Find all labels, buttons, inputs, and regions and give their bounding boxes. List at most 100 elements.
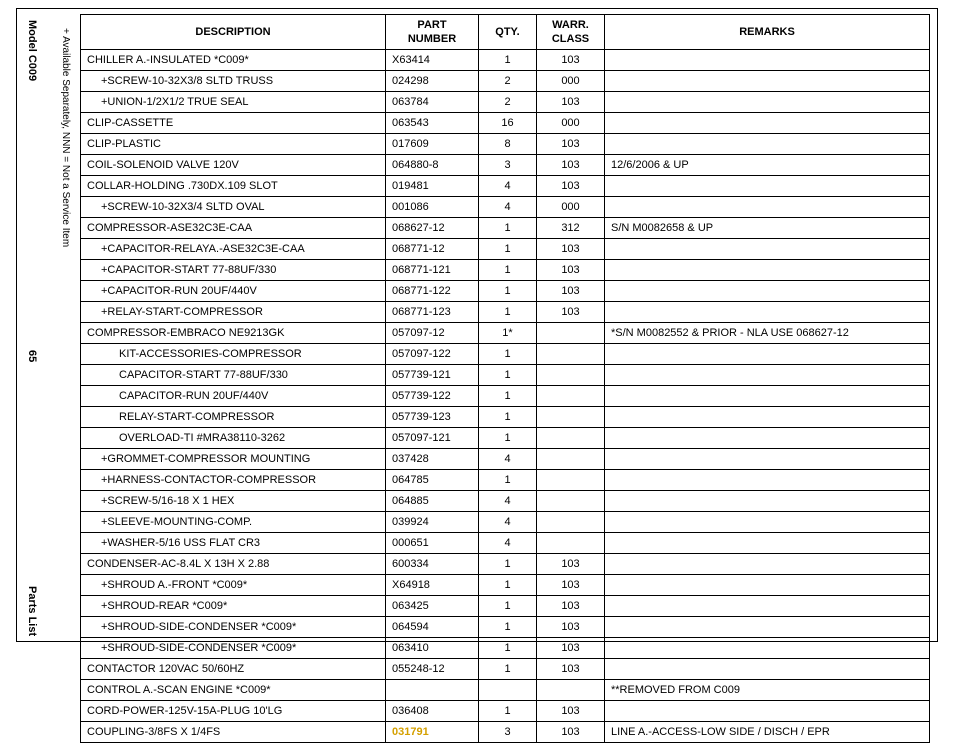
cell-part: 063543 bbox=[386, 113, 479, 134]
cell-remarks: *S/N M0082552 & PRIOR - NLA USE 068627-1… bbox=[605, 323, 930, 344]
cell-description: +GROMMET-COMPRESSOR MOUNTING bbox=[81, 449, 386, 470]
cell-warr bbox=[537, 365, 605, 386]
cell-description: +CAPACITOR-RUN 20UF/440V bbox=[81, 281, 386, 302]
cell-warr: 103 bbox=[537, 638, 605, 659]
cell-description: CONTACTOR 120VAC 50/60HZ bbox=[81, 659, 386, 680]
table-row: CONDENSER-AC-8.4L X 13H X 2.886003341103 bbox=[81, 554, 930, 575]
cell-qty: 16 bbox=[479, 113, 537, 134]
cell-description: +SCREW-10-32X3/4 SLTD OVAL bbox=[81, 197, 386, 218]
cell-description: CAPACITOR-RUN 20UF/440V bbox=[81, 386, 386, 407]
table-row: CORD-POWER-125V-15A-PLUG 10'LG0364081103 bbox=[81, 701, 930, 722]
cell-part: X64918 bbox=[386, 575, 479, 596]
cell-qty: 2 bbox=[479, 71, 537, 92]
table-row: COUPLING-3/8FS X 1/4FS0317913103LINE A.-… bbox=[81, 722, 930, 743]
cell-warr: 103 bbox=[537, 239, 605, 260]
table-row: OVERLOAD-TI #MRA38110-3262057097-1211 bbox=[81, 428, 930, 449]
cell-description: KIT-ACCESSORIES-COMPRESSOR bbox=[81, 344, 386, 365]
cell-remarks bbox=[605, 134, 930, 155]
table-row: CONTACTOR 120VAC 50/60HZ055248-121103 bbox=[81, 659, 930, 680]
cell-part: 064785 bbox=[386, 470, 479, 491]
cell-warr: 000 bbox=[537, 71, 605, 92]
cell-remarks bbox=[605, 407, 930, 428]
cell-qty: 4 bbox=[479, 512, 537, 533]
side-section-label: Parts List bbox=[26, 586, 38, 636]
table-row: +SHROUD A.-FRONT *C009*X649181103 bbox=[81, 575, 930, 596]
cell-description: +SHROUD-SIDE-CONDENSER *C009* bbox=[81, 638, 386, 659]
cell-remarks bbox=[605, 176, 930, 197]
cell-remarks bbox=[605, 449, 930, 470]
cell-description: +UNION-1/2X1/2 TRUE SEAL bbox=[81, 92, 386, 113]
cell-remarks bbox=[605, 638, 930, 659]
cell-part: 063425 bbox=[386, 596, 479, 617]
header-qty: QTY. bbox=[479, 15, 537, 50]
table-row: COMPRESSOR-ASE32C3E-CAA068627-121312S/N … bbox=[81, 218, 930, 239]
cell-remarks: 12/6/2006 & UP bbox=[605, 155, 930, 176]
cell-warr: 103 bbox=[537, 281, 605, 302]
table-row: +CAPACITOR-RUN 20UF/440V068771-1221103 bbox=[81, 281, 930, 302]
cell-description: +SHROUD-SIDE-CONDENSER *C009* bbox=[81, 617, 386, 638]
cell-part: 068771-12 bbox=[386, 239, 479, 260]
table-row: COMPRESSOR-EMBRACO NE9213GK057097-121**S… bbox=[81, 323, 930, 344]
cell-part: 068771-123 bbox=[386, 302, 479, 323]
cell-part: 064594 bbox=[386, 617, 479, 638]
cell-description: RELAY-START-COMPRESSOR bbox=[81, 407, 386, 428]
cell-description: COUPLING-3/8FS X 1/4FS bbox=[81, 722, 386, 743]
cell-part: 068627-12 bbox=[386, 218, 479, 239]
table-row: +SHROUD-REAR *C009*0634251103 bbox=[81, 596, 930, 617]
cell-warr: 103 bbox=[537, 596, 605, 617]
table-body: CHILLER A.-INSULATED *C009*X634141103+SC… bbox=[81, 50, 930, 743]
cell-qty: 1 bbox=[479, 596, 537, 617]
cell-qty: 1 bbox=[479, 428, 537, 449]
cell-warr bbox=[537, 344, 605, 365]
cell-description: COMPRESSOR-EMBRACO NE9213GK bbox=[81, 323, 386, 344]
cell-remarks bbox=[605, 50, 930, 71]
cell-warr: 103 bbox=[537, 176, 605, 197]
cell-remarks: S/N M0082658 & UP bbox=[605, 218, 930, 239]
cell-qty: 8 bbox=[479, 134, 537, 155]
cell-part: 063784 bbox=[386, 92, 479, 113]
cell-remarks bbox=[605, 386, 930, 407]
cell-description: COIL-SOLENOID VALVE 120V bbox=[81, 155, 386, 176]
table-row: CAPACITOR-RUN 20UF/440V057739-1221 bbox=[81, 386, 930, 407]
table-row: +CAPACITOR-START 77-88UF/330068771-12111… bbox=[81, 260, 930, 281]
cell-warr bbox=[537, 491, 605, 512]
cell-remarks bbox=[605, 575, 930, 596]
cell-qty: 1 bbox=[479, 638, 537, 659]
cell-warr bbox=[537, 533, 605, 554]
cell-qty: 4 bbox=[479, 491, 537, 512]
cell-remarks bbox=[605, 596, 930, 617]
cell-description: +SLEEVE-MOUNTING-COMP. bbox=[81, 512, 386, 533]
table-row: +SLEEVE-MOUNTING-COMP.0399244 bbox=[81, 512, 930, 533]
cell-part: 057097-122 bbox=[386, 344, 479, 365]
cell-qty: 1 bbox=[479, 701, 537, 722]
cell-remarks bbox=[605, 92, 930, 113]
cell-description: CONDENSER-AC-8.4L X 13H X 2.88 bbox=[81, 554, 386, 575]
table-row: +SHROUD-SIDE-CONDENSER *C009*0645941103 bbox=[81, 617, 930, 638]
cell-qty: 1 bbox=[479, 281, 537, 302]
header-warr: WARR.CLASS bbox=[537, 15, 605, 50]
cell-qty: 1 bbox=[479, 302, 537, 323]
cell-remarks bbox=[605, 113, 930, 134]
cell-remarks bbox=[605, 617, 930, 638]
cell-warr: 103 bbox=[537, 260, 605, 281]
cell-part: 037428 bbox=[386, 449, 479, 470]
cell-description: CLIP-CASSETTE bbox=[81, 113, 386, 134]
table-row: +SHROUD-SIDE-CONDENSER *C009*0634101103 bbox=[81, 638, 930, 659]
cell-warr: 000 bbox=[537, 197, 605, 218]
cell-part: 019481 bbox=[386, 176, 479, 197]
cell-warr: 103 bbox=[537, 575, 605, 596]
cell-remarks bbox=[605, 302, 930, 323]
table-row: COIL-SOLENOID VALVE 120V064880-8310312/6… bbox=[81, 155, 930, 176]
cell-warr bbox=[537, 449, 605, 470]
cell-remarks bbox=[605, 512, 930, 533]
cell-remarks bbox=[605, 239, 930, 260]
cell-warr bbox=[537, 323, 605, 344]
table-row: CLIP-PLASTIC0176098103 bbox=[81, 134, 930, 155]
cell-part: 036408 bbox=[386, 701, 479, 722]
cell-part: 024298 bbox=[386, 71, 479, 92]
cell-part: 064880-8 bbox=[386, 155, 479, 176]
table-row: +SCREW-10-32X3/8 SLTD TRUSS0242982000 bbox=[81, 71, 930, 92]
header-part: PARTNUMBER bbox=[386, 15, 479, 50]
page-number: 65 bbox=[26, 350, 38, 362]
cell-warr: 103 bbox=[537, 134, 605, 155]
